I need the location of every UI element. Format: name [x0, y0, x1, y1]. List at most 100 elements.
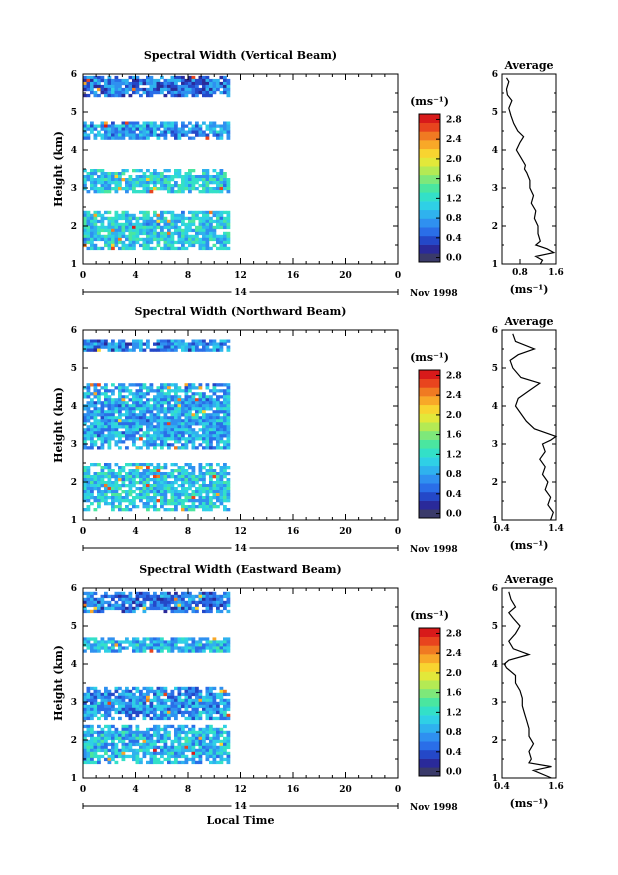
- heatmap-cell: [205, 499, 210, 503]
- heatmap-cell: [226, 733, 231, 738]
- heatmap-cell: [195, 481, 199, 485]
- heatmap-cell: [163, 716, 168, 721]
- heatmap-cell: [146, 339, 150, 343]
- heatmap-cell: [181, 724, 185, 729]
- colorbar-tick-label: 2.0: [446, 411, 462, 421]
- heatmap-cell: [104, 243, 108, 248]
- heatmap-cell: [174, 646, 178, 650]
- heatmap-cell: [181, 760, 185, 765]
- heatmap-cell: [202, 505, 206, 509]
- heatmap-cell: [153, 210, 157, 215]
- heatmap-cell: [188, 225, 192, 230]
- heatmap-cell: [212, 392, 217, 396]
- heatmap-cell: [195, 422, 199, 426]
- heatmap-cell: [195, 716, 199, 721]
- heatmap-cell: [184, 407, 189, 411]
- heatmap-cell: [160, 401, 164, 405]
- heatmap-cell: [181, 219, 185, 224]
- heatmap-cell: [118, 508, 122, 512]
- heatmap-cell: [153, 81, 157, 86]
- heatmap-cell: [160, 701, 164, 706]
- heatmap-cell: [174, 124, 178, 128]
- heatmap-cell: [198, 640, 203, 644]
- heatmap-cell: [191, 609, 196, 614]
- heatmap-cell: [83, 490, 87, 494]
- heatmap-cell: [83, 422, 87, 426]
- colorbar-segment: [419, 157, 440, 167]
- heatmap-cell: [118, 695, 122, 700]
- heatmap-cell: [184, 124, 189, 128]
- heatmap-cell: [149, 487, 154, 491]
- heatmap-cell: [83, 649, 87, 653]
- y-tick-label: 5: [71, 622, 77, 632]
- heatmap-cell: [93, 401, 98, 405]
- heatmap-cell: [86, 484, 91, 488]
- heatmap-cell: [184, 695, 189, 700]
- heatmap-cell: [121, 609, 126, 614]
- heatmap-cell: [125, 178, 129, 182]
- heatmap-cell: [114, 475, 119, 479]
- heatmap-cell: [104, 701, 108, 706]
- heatmap-cell: [174, 434, 178, 438]
- heatmap-cell: [223, 707, 227, 712]
- heatmap-cell: [128, 413, 133, 417]
- heatmap-cell: [216, 345, 220, 349]
- heatmap-cell: [90, 246, 94, 251]
- heatmap-cell: [132, 695, 136, 700]
- heatmap-cell: [118, 401, 122, 405]
- heatmap-cell: [132, 440, 136, 444]
- heatmap-cell: [114, 184, 119, 188]
- heatmap-cell: [107, 472, 112, 476]
- colorbar-segment: [419, 509, 440, 519]
- heatmap-cell: [212, 219, 217, 224]
- heatmap-cell: [202, 440, 206, 444]
- heatmap-cell: [216, 754, 220, 759]
- heatmap-cell: [177, 416, 182, 420]
- heatmap-cell: [135, 481, 140, 485]
- heatmap-cell: [146, 213, 150, 218]
- heatmap-cell: [146, 748, 150, 753]
- heatmap-cell: [146, 686, 150, 691]
- heatmap-cell: [184, 748, 189, 753]
- heatmap-cell: [97, 225, 101, 230]
- heatmap-cell: [139, 499, 143, 503]
- heatmap-cell: [90, 760, 94, 765]
- heatmap-cell: [188, 345, 192, 349]
- heatmap-cell: [209, 78, 213, 83]
- heatmap-cell: [195, 493, 199, 497]
- y-tick-label: 3: [71, 184, 77, 194]
- heatmap-cell: [121, 739, 126, 744]
- heatmap-cell: [114, 760, 119, 765]
- heatmap-cell: [121, 422, 126, 426]
- heatmap-cell: [149, 689, 154, 694]
- heatmap-cell: [107, 600, 112, 605]
- heatmap-cell: [226, 428, 231, 432]
- heatmap-cell: [163, 472, 168, 476]
- heatmap-cell: [114, 127, 119, 131]
- heatmap-cell: [153, 121, 157, 125]
- heatmap-cell: [135, 401, 140, 405]
- heatmap-cell: [209, 640, 213, 644]
- heatmap-cell: [146, 90, 150, 95]
- heatmap-cell: [142, 695, 147, 700]
- heatmap-cell: [121, 707, 126, 712]
- heatmap-cell: [191, 637, 196, 641]
- heatmap-cell: [107, 348, 112, 352]
- heatmap-cell: [209, 222, 213, 227]
- heatmap-cell: [181, 175, 185, 179]
- heatmap-cell: [170, 342, 175, 346]
- heatmap-cell: [219, 609, 224, 614]
- heatmap-cell: [93, 472, 98, 476]
- heatmap-cell: [146, 127, 150, 131]
- heatmap-cell: [125, 689, 129, 694]
- heatmap-cell: [160, 210, 164, 215]
- heatmap-cell: [93, 710, 98, 715]
- heatmap-cell: [128, 133, 133, 137]
- heatmap-cell: [132, 222, 136, 227]
- heatmap-cell: [90, 748, 94, 753]
- heatmap-cell: [226, 407, 231, 411]
- heatmap-cell: [139, 472, 143, 476]
- heatmap-cell: [167, 416, 171, 420]
- heatmap-cell: [188, 686, 192, 691]
- heatmap-cell: [191, 502, 196, 506]
